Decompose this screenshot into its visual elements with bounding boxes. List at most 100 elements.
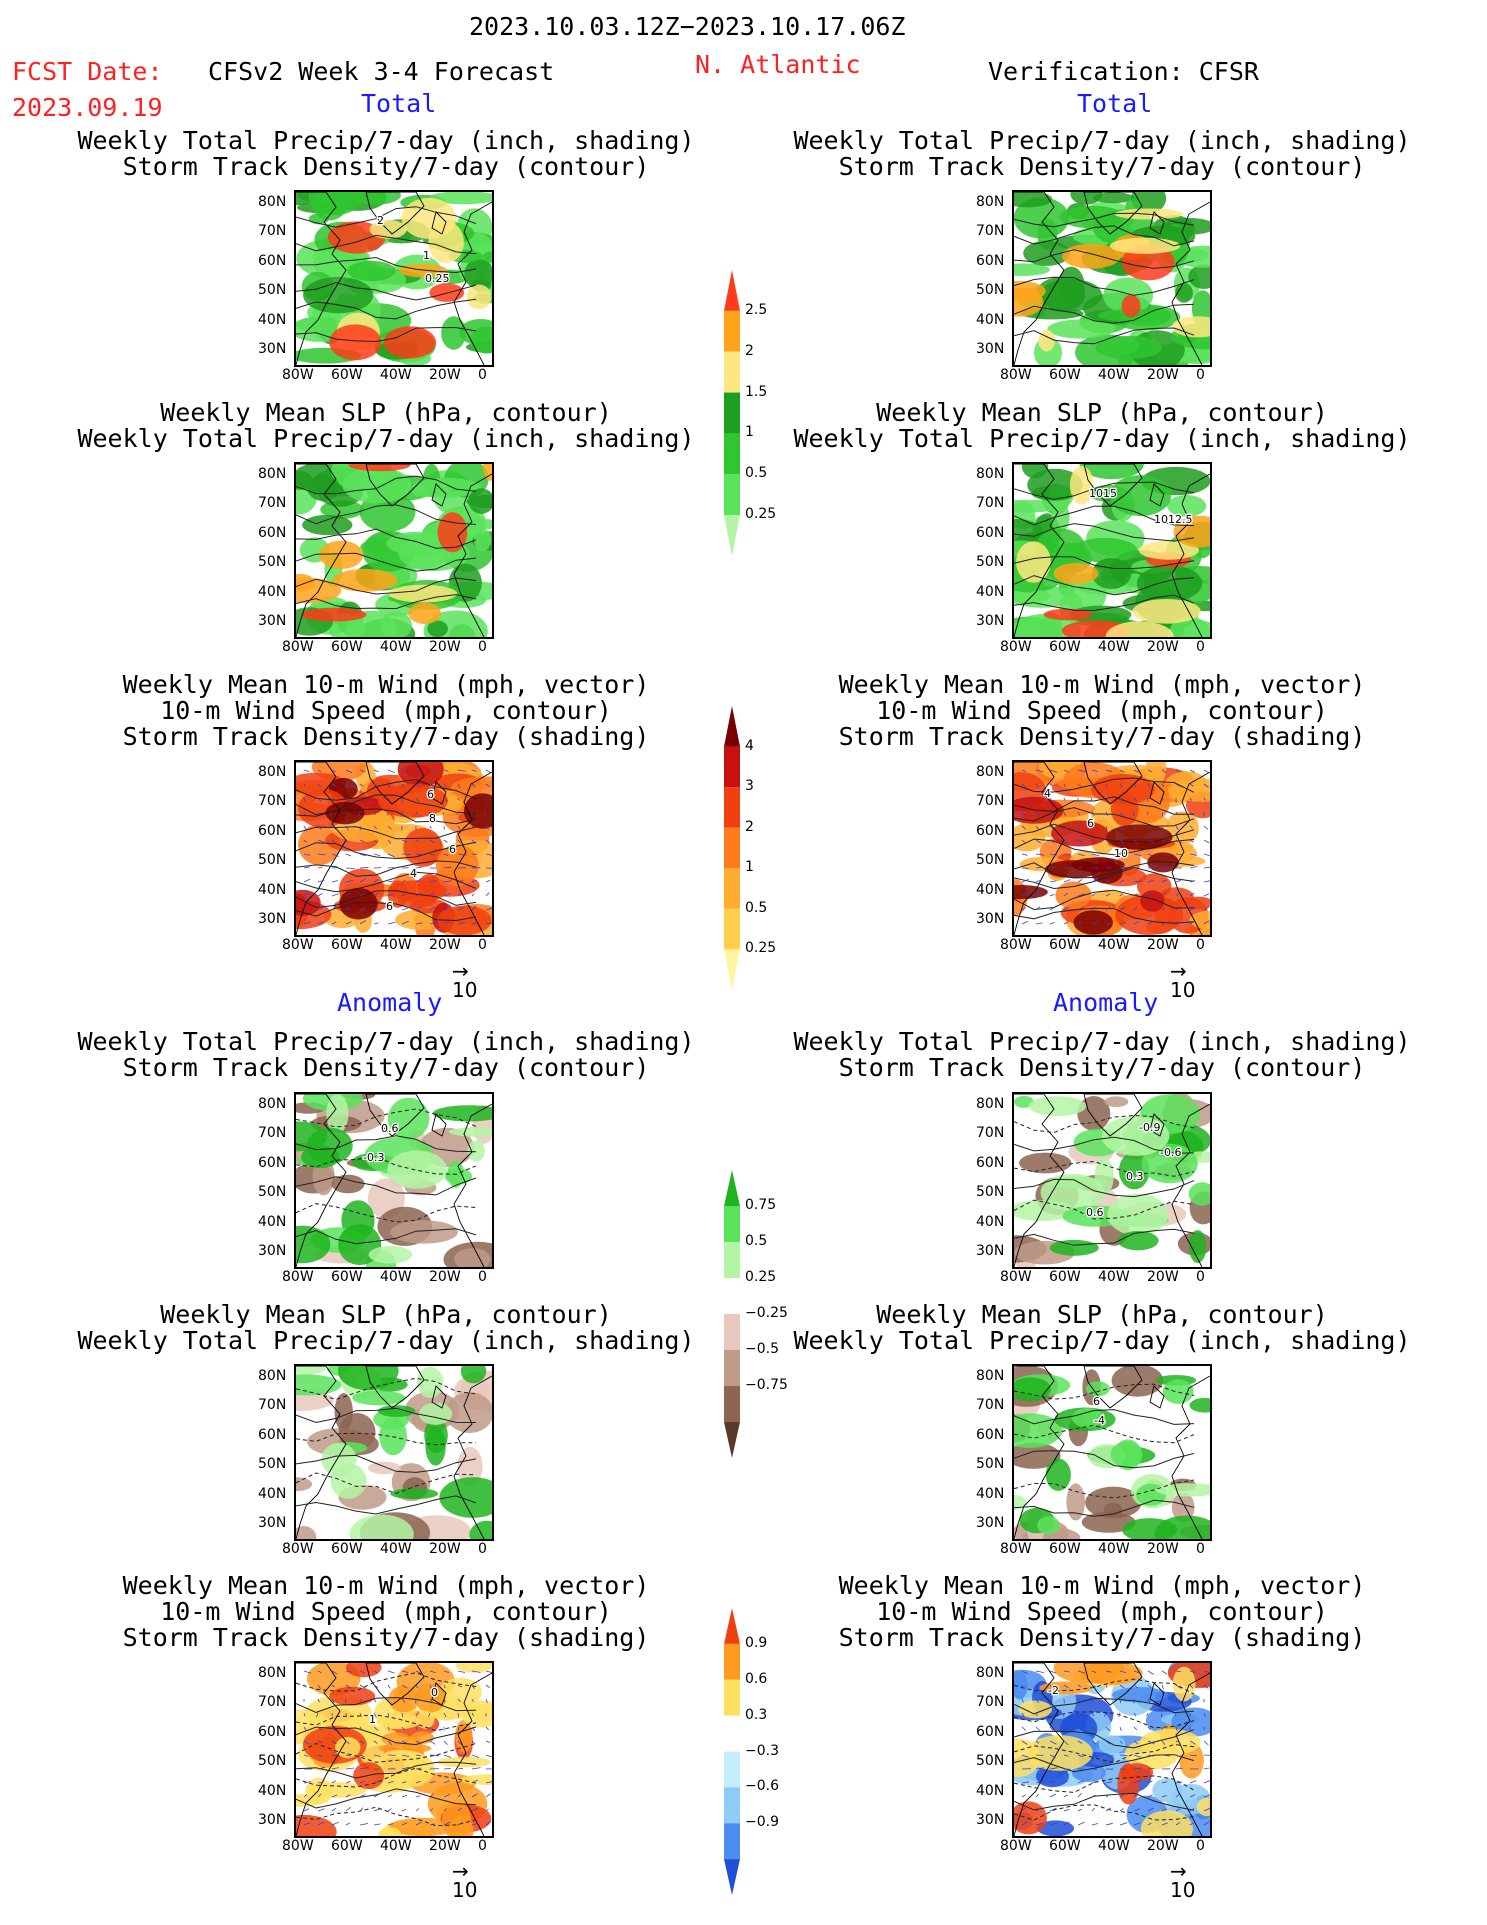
contour-line	[1014, 1711, 1195, 1729]
wind-vector	[415, 853, 425, 856]
colorbar-segment	[724, 1751, 740, 1788]
shading-cell	[417, 1366, 444, 1398]
coastline	[1014, 192, 1065, 365]
wind-vector	[331, 1684, 336, 1688]
lon-tick-label: 20W	[1147, 1838, 1179, 1854]
map-panel	[294, 1364, 494, 1541]
coastline	[365, 1366, 425, 1409]
section-total-left: Total	[361, 89, 437, 118]
wind-vector	[317, 839, 325, 843]
wind-vector	[1175, 1754, 1182, 1758]
coastline	[296, 192, 347, 365]
wind-vector	[1049, 769, 1058, 773]
wind-vector	[373, 839, 378, 844]
contour-line	[296, 206, 477, 228]
verification-label: Verification: CFSR	[988, 57, 1259, 86]
wind-vector	[1161, 879, 1168, 883]
lat-tick-label: 50N	[976, 1184, 1005, 1201]
contour-line	[296, 1761, 477, 1779]
wind-vector	[1035, 825, 1040, 831]
wind-vector	[1077, 893, 1086, 897]
wind-vector	[457, 906, 465, 911]
wind-vector	[471, 921, 479, 925]
shading-cell	[301, 607, 367, 622]
wind-vector	[373, 1712, 377, 1718]
fcst-date-value: 2023.09.19	[12, 93, 163, 122]
wind-vector	[443, 1754, 452, 1758]
wind-vector	[1119, 769, 1125, 773]
panel-title: Weekly Mean SLP (hPa, contour) Weekly Tot…	[56, 400, 716, 452]
wind-vector	[443, 797, 448, 802]
panel-title: Weekly Total Precip/7-day (inch, shading…	[772, 1029, 1432, 1081]
colorbar-label: 0.5	[745, 1233, 768, 1249]
shading-cell	[460, 1366, 487, 1384]
wind-vector	[331, 853, 340, 857]
shading-cell	[335, 1737, 361, 1759]
shading-cell	[427, 620, 448, 637]
lon-tick-label: 0	[1196, 367, 1205, 383]
wind-vector	[1049, 1670, 1057, 1674]
wind-vector	[387, 1670, 395, 1674]
wind-vector	[443, 1698, 446, 1703]
wind-vector	[1105, 825, 1108, 831]
contour-line	[296, 528, 477, 549]
wind-vector	[1133, 1779, 1142, 1784]
wind-vector	[443, 1740, 448, 1745]
wind-vector	[1161, 867, 1171, 869]
wind-vector	[443, 1684, 446, 1689]
wind-vector	[1035, 1754, 1044, 1756]
wind-vector	[401, 783, 406, 788]
wind-vector	[1146, 797, 1149, 802]
wind-vector	[1077, 1726, 1083, 1731]
wind-vector	[373, 1670, 378, 1674]
panel-title-line: Weekly Mean SLP (hPa, contour)	[160, 398, 612, 427]
wind-vector	[373, 892, 379, 897]
shading-cell	[1055, 881, 1092, 909]
wind-vector	[1077, 1808, 1082, 1812]
wind-vector	[331, 1821, 339, 1826]
wind-vector	[1105, 1807, 1112, 1812]
wind-vector	[387, 1794, 393, 1798]
wind-vector	[429, 1670, 437, 1674]
wind-vector	[359, 783, 364, 787]
wind-vector	[443, 866, 452, 869]
wind-vector	[1133, 853, 1142, 856]
contour-line	[1014, 796, 1195, 815]
wind-vector	[387, 907, 392, 911]
wind-vector	[1203, 839, 1210, 844]
wind-vector	[1147, 1822, 1152, 1826]
wind-vector	[1049, 811, 1053, 816]
contour-line	[296, 1228, 477, 1245]
coastline	[1171, 201, 1210, 365]
coastline	[453, 1103, 492, 1267]
wind-vector	[457, 880, 464, 883]
colorbar-segment	[724, 1643, 740, 1680]
wind-vector	[1049, 853, 1057, 856]
wind-vector	[1119, 893, 1123, 897]
wind-vector	[401, 907, 408, 911]
wind-vector	[1021, 1821, 1028, 1826]
shading-cell	[377, 1405, 416, 1417]
wind-vector	[1049, 907, 1055, 911]
wind-vector	[1175, 1726, 1178, 1732]
wind-vector	[373, 811, 376, 815]
contour-line	[1014, 1228, 1195, 1246]
shading-cell	[1104, 1096, 1129, 1107]
wind-vector	[303, 797, 306, 803]
wind-vector	[401, 1670, 409, 1673]
shading-cell	[1066, 1483, 1085, 1521]
shading-cell	[1035, 277, 1086, 312]
contour-line	[1014, 1479, 1195, 1499]
shading-cell	[319, 540, 364, 570]
lat-tick-label: 80N	[976, 1665, 1005, 1681]
wind-vector	[1175, 1698, 1178, 1702]
wind-vector	[345, 907, 351, 911]
wind-vector	[387, 1726, 390, 1731]
shading-cell	[1136, 565, 1203, 602]
wind-vector	[303, 907, 307, 911]
lat-tick-label: 80N	[976, 764, 1005, 780]
panel-title-line: Weekly Mean 10-m Wind (mph, vector)	[122, 670, 650, 699]
lon-tick-label: 80W	[282, 1541, 314, 1557]
map-panel: 1015 1012.5	[1012, 462, 1212, 639]
wind-vector	[1133, 825, 1136, 830]
